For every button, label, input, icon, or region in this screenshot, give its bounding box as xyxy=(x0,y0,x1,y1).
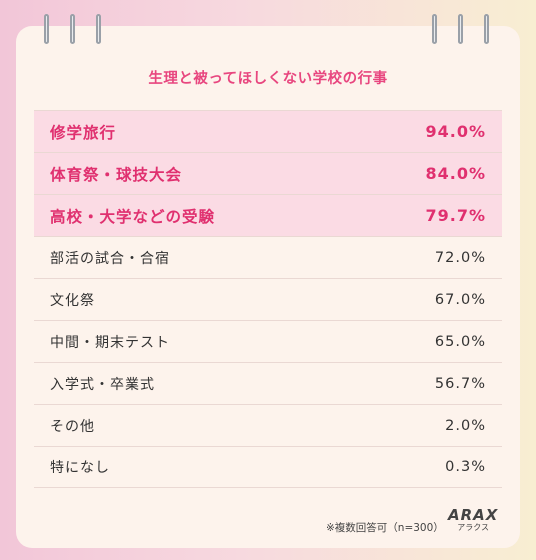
row-value: 2.0% xyxy=(445,417,486,434)
row-value: 0.3% xyxy=(445,459,486,475)
logo-subtext: アラクス xyxy=(457,523,490,532)
row-label: 部活の試合・合宿 xyxy=(50,250,170,267)
row-value: 79.7% xyxy=(425,206,486,225)
table-row: 中間・期末テスト 65.0% xyxy=(34,320,502,362)
row-value: 67.0% xyxy=(434,291,486,308)
binder-ring-right-2 xyxy=(458,14,463,44)
table-row: 特になし 0.3% xyxy=(34,446,502,488)
logo-text: ARAX xyxy=(448,506,499,524)
table-row: 体育祭・球技大会 84.0% xyxy=(34,152,502,194)
row-label: 特になし xyxy=(50,460,110,476)
row-value: 65.0% xyxy=(434,333,486,350)
table-row: 部活の試合・合宿 72.0% xyxy=(34,236,502,278)
chart-title: 生理と被ってほしくない学校の行事 xyxy=(148,71,388,87)
table-row: 入学式・卒業式 56.7% xyxy=(34,362,502,404)
row-value: 94.0% xyxy=(425,122,486,141)
row-value: 72.0% xyxy=(434,249,486,266)
row-label: 高校・大学などの受験 xyxy=(50,207,216,226)
brand-logo: ARAX アラクス xyxy=(448,506,498,533)
binder-ring-left-3 xyxy=(96,14,101,44)
row-label: 中間・期末テスト xyxy=(50,334,170,351)
table-row: 修学旅行 94.0% xyxy=(34,110,502,152)
table-row: 高校・大学などの受験 79.7% xyxy=(34,194,502,236)
row-label: 文化祭 xyxy=(50,292,95,309)
row-label: 体育祭・球技大会 xyxy=(50,165,183,184)
row-value: 84.0% xyxy=(425,164,486,183)
row-label: 入学式・卒業式 xyxy=(50,376,155,393)
row-value: 56.7% xyxy=(434,375,486,392)
binder-ring-right-1 xyxy=(432,14,437,44)
binder-ring-left-1 xyxy=(44,14,49,44)
footnote: ※複数回答可（n=300） xyxy=(326,522,444,534)
binder-ring-left-2 xyxy=(70,14,75,44)
row-label: 修学旅行 xyxy=(50,123,117,142)
table-row: その他 2.0% xyxy=(34,404,502,446)
table-row: 文化祭 67.0% xyxy=(34,278,502,320)
results-table: 修学旅行 94.0% 体育祭・球技大会 84.0% 高校・大学などの受験 79.7% 部活の… xyxy=(34,110,502,488)
binder-ring-right-3 xyxy=(484,14,489,44)
row-label: その他 xyxy=(50,418,95,435)
